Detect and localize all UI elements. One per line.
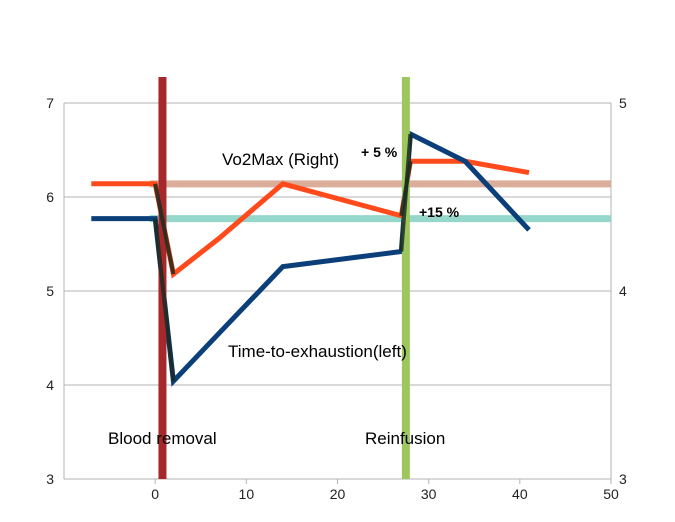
y-left-tick-label-3: 3 [46,471,54,487]
y-left-tick-label-7: 7 [46,95,54,111]
annotation-tte-change: +15 % [419,204,460,220]
annotation-blood-removal: Blood removal [108,429,217,448]
y-right-tick-label-3: 3 [619,471,627,487]
y-right-tick-label-4: 4 [619,283,627,299]
reference-lines [149,180,611,223]
annotation-time-to-exhaustion: Time-to-exhaustion(left) [228,342,407,361]
x-tick-label-0: 0 [151,486,159,502]
x-tick-label-20: 20 [330,486,346,502]
overlap-segment-removal-tte [153,218,176,382]
x-tick-label-40: 40 [512,486,528,502]
x-tick-label-50: 50 [603,486,619,502]
y-left-tick-label-6: 6 [46,189,54,205]
annotation-vo2max: Vo2Max (Right) [222,150,339,169]
overlap-segments [153,133,413,382]
x-tick-label-10: 10 [239,486,255,502]
annotation-vo2max-change: + 5 % [361,144,398,160]
y-left-tick-label-5: 5 [46,283,54,299]
axes [63,103,612,484]
overlap-segment-reinfusion-vo2 [399,160,413,217]
annotations: Vo2Max (Right) + 5 % +15 % Time-to-exhau… [108,144,460,448]
vertical-bands [158,77,410,479]
y-left-tick-label-4: 4 [46,377,54,393]
x-tick-label-30: 30 [421,486,437,502]
annotation-reinfusion: Reinfusion [365,429,445,448]
overlap-segment-removal-vo2 [153,183,176,275]
y-right-tick-label-5: 5 [619,95,627,111]
